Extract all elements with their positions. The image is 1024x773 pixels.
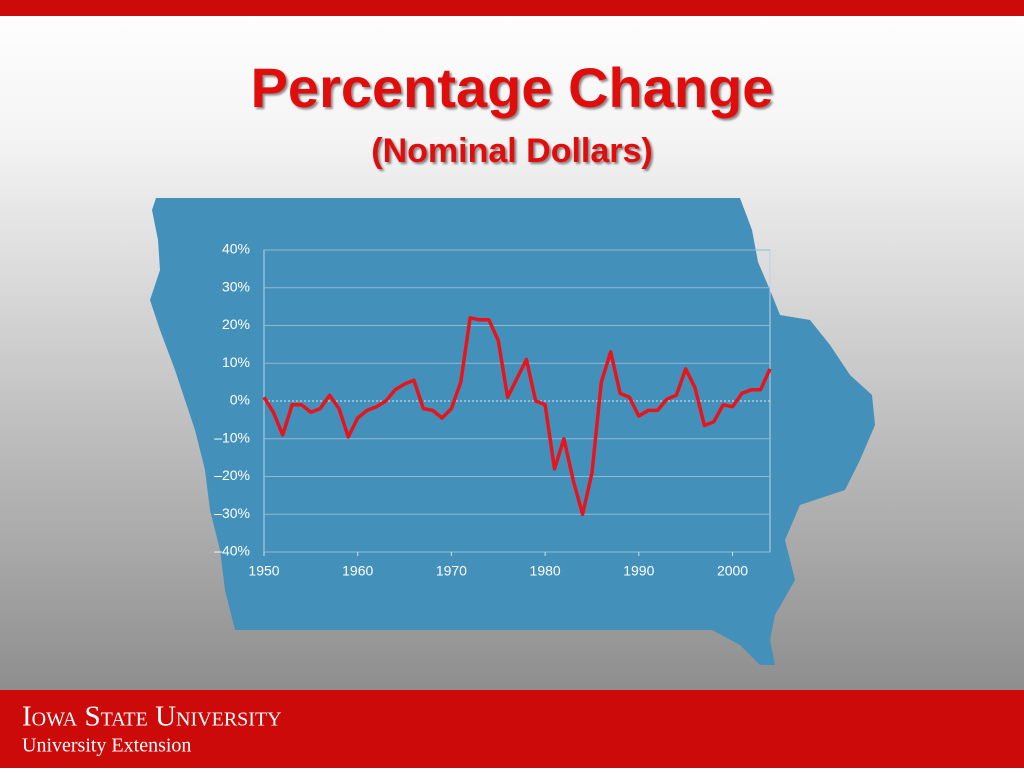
chart: –40% –30% –20% –10% 0% 10% 20% 30% 40% 1950 1960 19… <box>214 241 772 579</box>
x-tick-label: 1980 <box>530 563 561 579</box>
slide-title: Percentage Change <box>251 56 774 119</box>
x-tick-label: 1990 <box>623 563 654 579</box>
iowa-map <box>150 198 875 665</box>
footer-bar <box>0 690 1024 768</box>
y-tick-label: 30% <box>222 278 250 294</box>
y-tick-label: 0% <box>230 392 250 408</box>
y-tick-label: 40% <box>222 241 250 257</box>
y-tick-label: –40% <box>214 543 250 559</box>
y-tick-label: 10% <box>222 354 250 370</box>
x-tick-label: 1970 <box>436 563 467 579</box>
slide-subtitle: (Nominal Dollars) <box>371 132 652 170</box>
extension-name: University Extension <box>22 735 191 757</box>
y-tick-label: –30% <box>214 505 250 521</box>
y-tick-label: –10% <box>214 429 250 445</box>
x-tick-label: 2000 <box>717 563 748 579</box>
data-line <box>262 316 772 517</box>
x-tick-label: 1960 <box>342 563 373 579</box>
x-tick-label: 1950 <box>248 563 279 579</box>
top-bar <box>0 0 1024 16</box>
y-tick-label: 20% <box>222 316 250 332</box>
university-name: Iowa State University <box>22 701 282 733</box>
y-tick-label: –20% <box>214 467 250 483</box>
